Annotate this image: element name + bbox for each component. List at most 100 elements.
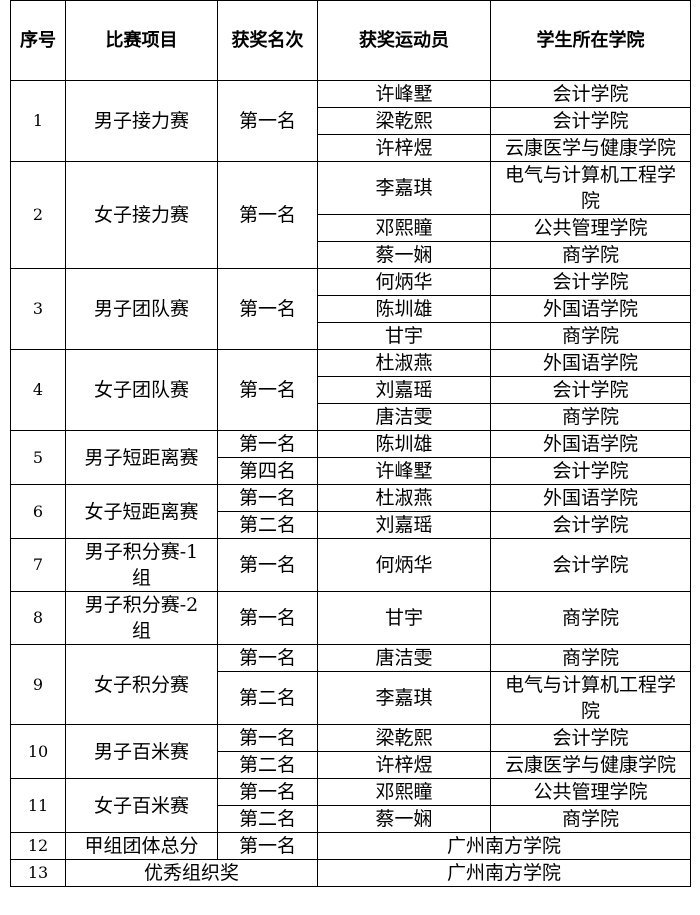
header-cell: 获奖名次 <box>217 0 318 81</box>
table-row: 第二名 许梓煜 云康医学与健康学院 <box>11 751 691 779</box>
athlete-cell: 刘嘉瑶 <box>317 376 491 404</box>
rank-cell: 第二名 <box>217 671 318 725</box>
college-cell: 商学院 <box>490 644 691 672</box>
table-row: 3 男子团队赛 第一名 何炳华 会计学院 <box>10 268 691 350</box>
college-cell: 会计学院 <box>490 268 691 296</box>
rank-cell: 第一名 <box>217 778 318 806</box>
event-cell: 男子团队赛 <box>65 268 218 350</box>
event-cell: 男子接力赛 <box>65 80 218 162</box>
event-cell: 男子短距离赛 <box>65 430 218 485</box>
team-cell: 广州南方学院 <box>317 859 691 887</box>
college-cell: 云康医学与健康学院 <box>490 751 691 779</box>
rank-cell: 第一名 <box>217 430 318 458</box>
athlete-cell: 唐洁雯 <box>317 403 491 431</box>
athlete-cell: 许峰墅 <box>317 457 491 485</box>
rank-cell: 第一名 <box>217 591 318 645</box>
number-cell: 2 <box>10 161 66 269</box>
event-cell: 女子接力赛 <box>65 161 218 269</box>
number-cell: 5 <box>10 430 66 485</box>
college-cell: 会计学院 <box>490 80 691 108</box>
event-cell: 男子百米赛 <box>65 724 218 779</box>
rank-cell: 第一名 <box>217 161 318 269</box>
event-cell: 女子百米赛 <box>65 778 218 833</box>
header-row: 序号 比赛项目 获奖名次 获奖运动员 学生所在学院 <box>10 0 691 81</box>
header-cell: 学生所在学院 <box>490 0 691 81</box>
table-row: 10 男子百米赛 第一名 梁乾熙 会计学院 <box>10 724 691 779</box>
table-row: 9 女子积分赛 第一名 唐洁雯 商学院 <box>10 644 691 725</box>
athlete-cell: 蔡一娴 <box>317 241 491 269</box>
rank-cell: 第一名 <box>217 484 318 512</box>
event-cell: 甲组团体总分 <box>65 832 218 860</box>
athlete-cell: 邓熙瞳 <box>317 214 491 242</box>
header-cell: 序号 <box>10 0 66 81</box>
table-row: 蔡一娴 商学院 <box>11 241 691 269</box>
number-cell: 8 <box>10 591 66 645</box>
athlete-cell: 唐洁雯 <box>317 644 491 672</box>
athlete-cell: 刘嘉瑶 <box>317 511 491 539</box>
college-cell: 会计学院 <box>490 457 691 485</box>
rank-cell: 第一名 <box>217 538 318 592</box>
athlete-cell: 许梓煜 <box>317 751 491 779</box>
athlete-cell: 李嘉琪 <box>317 671 491 725</box>
table-row: 12 甲组团体总分 第一名 广州南方学院 <box>10 832 691 860</box>
awards-table: 序号 比赛项目 获奖名次 获奖运动员 学生所在学院 1 男子接力赛 第一名 许峰墅 会计学院 梁乾… <box>10 0 691 887</box>
table-row: 第二名 刘嘉瑶 会计学院 <box>11 511 691 539</box>
rank-cell: 第二名 <box>217 511 318 539</box>
rank-cell: 第四名 <box>217 457 318 485</box>
college-cell: 商学院 <box>490 805 691 833</box>
college-cell: 会计学院 <box>490 538 691 592</box>
number-cell: 13 <box>10 859 66 887</box>
table-row: 刘嘉瑶 会计学院 <box>11 376 691 404</box>
rank-cell: 第一名 <box>217 724 318 752</box>
table-row: 5 男子短距离赛 第一名 陈圳雄 外国语学院 <box>10 430 691 485</box>
rank-cell: 第一名 <box>217 80 318 162</box>
number-cell: 10 <box>10 724 66 779</box>
college-cell: 电气与计算机工程学院 <box>490 161 691 215</box>
college-cell: 商学院 <box>490 591 691 645</box>
college-cell: 会计学院 <box>490 511 691 539</box>
rank-cell: 第一名 <box>217 349 318 431</box>
table-row: 第四名 许峰墅 会计学院 <box>11 457 691 485</box>
college-cell: 会计学院 <box>490 376 691 404</box>
college-cell: 商学院 <box>490 322 691 350</box>
table-body: 1 男子接力赛 第一名 许峰墅 会计学院 梁乾熙 会计学院 许梓煜 云康医学与健康学院 2 女子接力… <box>10 80 691 887</box>
table-row: 1 男子接力赛 第一名 许峰墅 会计学院 <box>10 80 691 162</box>
table-row: 许梓煜 云康医学与健康学院 <box>11 134 691 162</box>
college-cell: 外国语学院 <box>490 484 691 512</box>
table-row: 梁乾熙 会计学院 <box>11 107 691 135</box>
number-cell: 3 <box>10 268 66 350</box>
event-cell: 男子积分赛-1组 <box>65 538 218 592</box>
number-cell: 11 <box>10 778 66 833</box>
table-row: 2 女子接力赛 第一名 李嘉琪 电气与计算机工程学院 <box>10 161 691 269</box>
header-cell: 比赛项目 <box>65 0 218 81</box>
number-cell: 4 <box>10 349 66 431</box>
college-cell: 商学院 <box>490 403 691 431</box>
college-cell: 电气与计算机工程学院 <box>490 671 691 725</box>
rank-cell: 第一名 <box>217 268 318 350</box>
athlete-cell: 杜淑燕 <box>317 484 491 512</box>
event-cell: 女子短距离赛 <box>65 484 218 539</box>
college-cell: 云康医学与健康学院 <box>490 134 691 162</box>
event-cell: 女子积分赛 <box>65 644 218 725</box>
athlete-cell: 甘宇 <box>317 591 491 645</box>
table-row: 第二名 李嘉琪 电气与计算机工程学院 <box>11 671 691 725</box>
rank-cell: 第一名 <box>217 644 318 672</box>
college-cell: 商学院 <box>490 241 691 269</box>
table-row: 6 女子短距离赛 第一名 杜淑燕 外国语学院 <box>10 484 691 539</box>
table-row: 8 男子积分赛-2组 第一名 甘宇 商学院 <box>10 591 691 645</box>
college-cell: 外国语学院 <box>490 295 691 323</box>
number-cell: 1 <box>10 80 66 162</box>
event-cell: 优秀组织奖 <box>65 859 318 887</box>
athlete-cell: 梁乾熙 <box>317 107 491 135</box>
table-row: 甘宇 商学院 <box>11 322 691 350</box>
event-cell: 女子团队赛 <box>65 349 218 431</box>
table-row: 13 优秀组织奖 广州南方学院 <box>10 859 691 887</box>
athlete-cell: 何炳华 <box>317 268 491 296</box>
rank-cell: 第二名 <box>217 805 318 833</box>
athlete-cell: 李嘉琪 <box>317 161 491 215</box>
table-row: 陈圳雄 外国语学院 <box>11 295 691 323</box>
header-cell: 获奖运动员 <box>317 0 491 81</box>
athlete-cell: 陈圳雄 <box>317 430 491 458</box>
team-cell: 广州南方学院 <box>317 832 691 860</box>
